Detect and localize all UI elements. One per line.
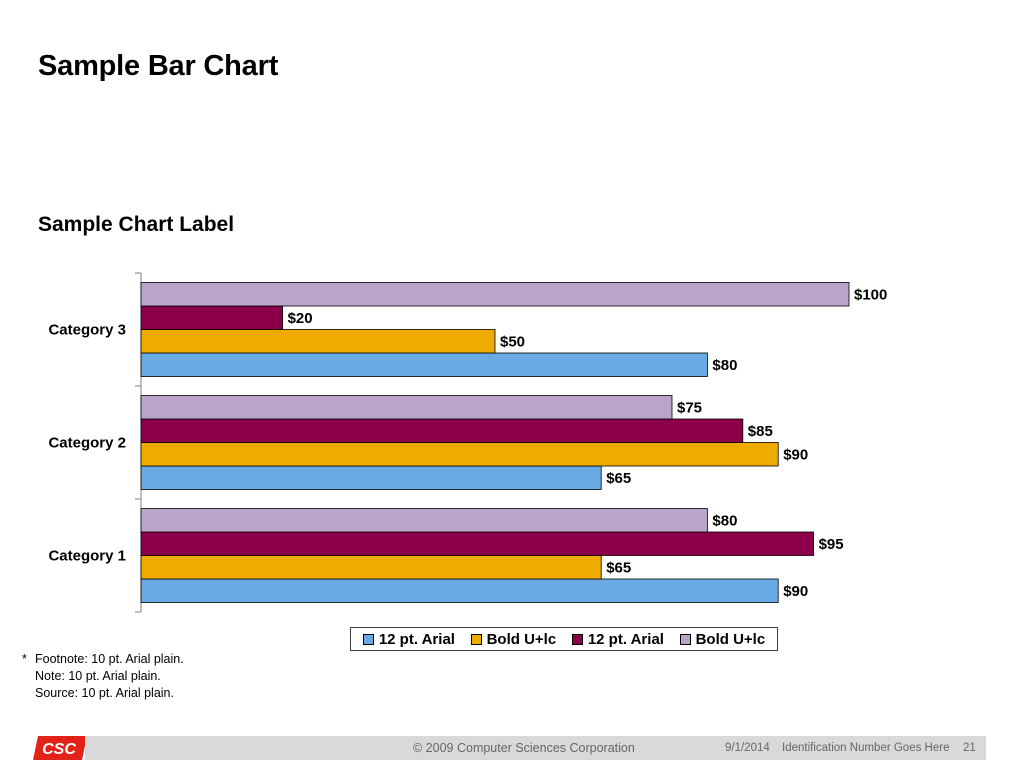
- legend-label: Bold U+lc: [486, 630, 557, 648]
- bar: [140, 578, 779, 603]
- page-number: 21: [963, 742, 976, 754]
- legend-swatch: [470, 633, 482, 645]
- legend-entry: Bold U+lc: [470, 630, 557, 648]
- category-label: Category 2: [48, 435, 126, 452]
- logo-text: CSC: [42, 741, 76, 758]
- bar: [140, 465, 602, 490]
- legend-swatch: [362, 633, 374, 645]
- bar: [140, 352, 708, 377]
- bar: [140, 531, 814, 556]
- category-label: Category 1: [48, 548, 126, 565]
- legend-label: 12 pt. Arial: [587, 630, 664, 648]
- data-label: $80: [712, 357, 737, 374]
- footnote-marker: *: [22, 652, 27, 666]
- data-label: $75: [677, 399, 702, 416]
- slide-title: Sample Bar Chart: [38, 50, 279, 82]
- bar: [140, 395, 673, 420]
- note-line: Note: 10 pt. Arial plain.: [35, 669, 161, 683]
- footer-date: 9/1/2014: [725, 742, 770, 754]
- legend-swatch: [571, 633, 583, 645]
- footnote-line: Footnote: 10 pt. Arial plain.: [35, 652, 184, 666]
- legend-entry: Bold U+lc: [679, 630, 766, 648]
- data-label: $90: [783, 446, 808, 463]
- bar: [140, 508, 708, 533]
- bar: [140, 442, 779, 467]
- footnotes: * Footnote: 10 pt. Arial plain. Note: 10…: [22, 651, 184, 702]
- bar: [140, 418, 744, 443]
- identification-number: Identification Number Goes Here: [782, 742, 950, 754]
- csc-logo: CSC: [33, 736, 87, 760]
- data-label: $90: [783, 583, 808, 600]
- data-label: $50: [500, 333, 525, 350]
- legend-entry: 12 pt. Arial: [362, 630, 455, 648]
- data-label: $65: [606, 470, 631, 487]
- category-label: Category 3: [48, 322, 126, 339]
- bar: [140, 329, 496, 354]
- data-label: $65: [606, 559, 631, 576]
- legend-label: 12 pt. Arial: [378, 630, 455, 648]
- footer-bar: © 2009 Computer Sciences Corporation 9/1…: [85, 736, 986, 760]
- data-label: $100: [854, 286, 887, 303]
- data-label: $20: [288, 310, 313, 327]
- legend-entry: 12 pt. Arial: [571, 630, 664, 648]
- legend-swatch: [679, 633, 691, 645]
- data-label: $80: [712, 512, 737, 529]
- bar: [140, 282, 850, 307]
- data-label: $95: [819, 536, 844, 553]
- bar: [140, 555, 602, 580]
- legend-label: Bold U+lc: [695, 630, 766, 648]
- chart-legend: 12 pt. Arial Bold U+lc 12 pt. Arial Bold U+…: [350, 627, 778, 651]
- bar-chart: Category 1 $90 $65 $95 $80 Category 2 $65 $90 $8…: [48, 272, 887, 613]
- bar: [140, 305, 284, 330]
- data-label: $85: [748, 423, 773, 440]
- copyright: © 2009 Computer Sciences Corporation: [413, 741, 635, 755]
- source-line: Source: 10 pt. Arial plain.: [35, 686, 174, 700]
- chart-label: Sample Chart Label: [38, 213, 235, 236]
